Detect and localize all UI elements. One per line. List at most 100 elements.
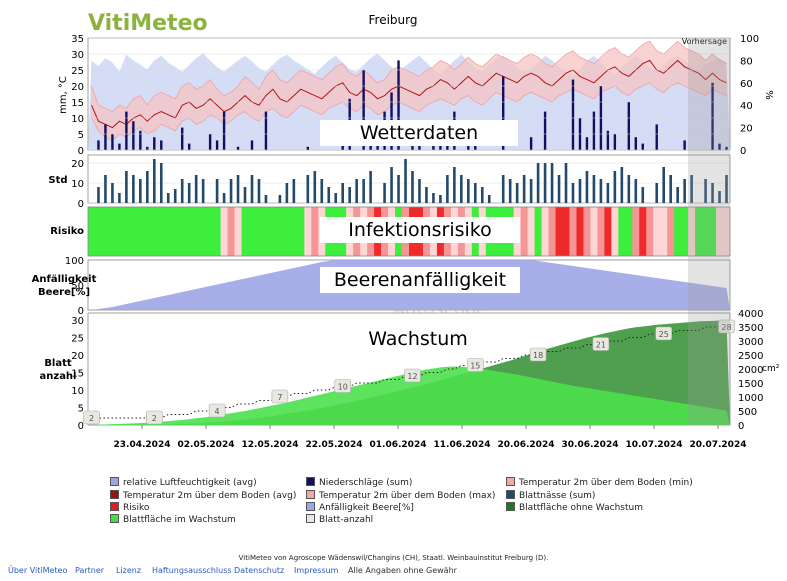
leaf-count-marker	[655, 326, 673, 341]
precipitation-bar	[146, 146, 149, 150]
leaf-wetness-bar	[669, 175, 672, 203]
precipitation-bar	[592, 111, 596, 150]
legend-swatch	[110, 477, 119, 486]
risk-cell	[576, 207, 584, 256]
leaf-count-label: 2	[89, 414, 94, 423]
risk-cell	[297, 207, 305, 256]
leaf-wetness-bar	[104, 175, 107, 203]
footer-link-about[interactable]: Über VitiMeteo	[8, 566, 68, 575]
legend-item[interactable]: Blattfläche im Wachstum	[110, 514, 236, 525]
footer-link-imprint[interactable]: Impressum	[294, 566, 339, 575]
legend-item[interactable]: Blattfläche ohne Wachstum	[506, 502, 643, 513]
legend-swatch	[506, 490, 515, 499]
precipitation-bar	[139, 130, 142, 150]
footer-link-privacy[interactable]: Datenschutz	[234, 566, 285, 575]
precipitation-bar	[222, 111, 226, 150]
y-tick-label: 20	[71, 82, 84, 93]
risk-cell	[304, 207, 312, 256]
leaf-wetness-bar	[704, 179, 707, 203]
panel-frame	[87, 206, 731, 257]
precipitation-bar	[606, 130, 610, 150]
y-axis-label: mm, °C	[58, 76, 69, 114]
risk-cell	[653, 207, 661, 256]
leaf-wetness-bar	[585, 171, 589, 203]
risk-cell	[674, 207, 682, 256]
legend-item[interactable]: Risiko	[110, 502, 149, 513]
leaf-wetness-bar	[641, 187, 645, 203]
y-tick-label: 15	[71, 369, 84, 380]
leaf-count-label: 4	[215, 407, 220, 416]
risk-cell	[94, 207, 103, 256]
panel-label-berry-susceptibility: Beerenanfälligkeit	[320, 267, 520, 293]
risk-cell	[709, 207, 717, 256]
risk-cell	[185, 207, 194, 256]
legend-item[interactable]: Temperatur 2m über dem Boden (max)	[306, 490, 495, 501]
leaf-wetness-bar	[718, 191, 721, 203]
risk-cell	[248, 207, 256, 256]
precipitation-bar	[627, 102, 631, 150]
y-axis-label: anzahl	[40, 371, 77, 382]
legend-item[interactable]: Niederschläge (sum)	[306, 477, 412, 488]
leaf-wetness-bar	[292, 179, 296, 203]
leaf-count-marker	[466, 358, 484, 372]
leaf-wetness-bar	[725, 175, 728, 203]
risk-cell	[597, 207, 605, 256]
legend-item[interactable]: Blatt-anzahl	[306, 514, 373, 525]
leaf-wetness-bar	[620, 167, 624, 203]
y-tick-label-right: 1000	[738, 393, 763, 404]
legend-item[interactable]: relative Luftfeuchtigkeit (avg)	[110, 477, 257, 488]
legend-item[interactable]: Temperatur 2m über dem Boden (avg)	[110, 490, 296, 501]
leaf-wetness-bar	[578, 179, 582, 203]
leaf-wetness-bar	[159, 163, 163, 203]
leaf-count-label: 7	[277, 393, 282, 402]
precipitation-bar	[397, 60, 400, 150]
leaf-wetness-bar	[550, 163, 554, 203]
leaf-wetness-bar	[487, 195, 491, 203]
precipitation-bar	[181, 127, 184, 150]
leaf-wetness-bar	[383, 183, 386, 203]
leaf-count-label: 18	[533, 351, 543, 360]
leaf-count-marker	[145, 410, 163, 425]
precipitation-bar	[432, 143, 435, 150]
leaf-wetness-bar	[676, 187, 679, 203]
footer-link-disclaimer[interactable]: Haftungsausschluss	[152, 566, 232, 575]
risk-cell	[206, 207, 215, 256]
precipitation-bar	[264, 111, 268, 150]
leaf-wetness-bar	[264, 195, 268, 203]
leaf-wetness-bar	[432, 193, 435, 203]
precipitation-bar	[613, 134, 617, 150]
legend-swatch	[306, 477, 315, 486]
leaf-wetness-bar	[460, 175, 463, 203]
precipitation-bar	[187, 143, 191, 150]
footer-bar: Über VitiMeteo Partner Lizenz Haftungsau…	[0, 563, 787, 581]
x-tick-label: 01.06.2024	[370, 440, 427, 450]
y-axis-label-right: %	[763, 90, 774, 100]
risk-cell	[262, 207, 270, 256]
footer-link-license[interactable]: Lizenz	[116, 566, 142, 575]
precipitation-bar	[711, 82, 714, 150]
x-tick-label: 02.05.2024	[178, 440, 235, 450]
x-tick-label: 30.06.2024	[562, 440, 619, 450]
y-tick-label: 10	[71, 179, 84, 190]
risk-cell	[115, 207, 124, 256]
leaf-count-label: 21	[596, 341, 606, 350]
leaf-count-label: 15	[470, 362, 480, 371]
legend-label: Niederschläge (sum)	[319, 478, 413, 488]
leaf-wetness-bar	[201, 179, 205, 203]
risk-cell	[527, 207, 536, 256]
precipitation-bar	[585, 137, 589, 150]
legend-swatch	[506, 502, 515, 511]
legend-swatch	[306, 514, 315, 523]
risk-cell	[548, 207, 556, 256]
legend-item[interactable]: Blattnässe (sum)	[506, 490, 595, 501]
forecast-label: Vorhersage	[682, 37, 727, 46]
y-tick-label: 15	[71, 98, 84, 109]
leaf-count-label: 2	[152, 414, 157, 423]
y-tick-label: 0	[78, 306, 84, 317]
leaf-wetness-bar	[132, 175, 135, 203]
legend-item[interactable]: Anfälligkeit Beere[%]	[306, 502, 414, 513]
legend-item[interactable]: Temperatur 2m über dem Boden (min)	[506, 477, 693, 488]
footer-link-partner[interactable]: Partner	[75, 566, 105, 575]
leaf-wetness-bar	[634, 179, 638, 203]
precipitation-bar	[125, 111, 128, 150]
